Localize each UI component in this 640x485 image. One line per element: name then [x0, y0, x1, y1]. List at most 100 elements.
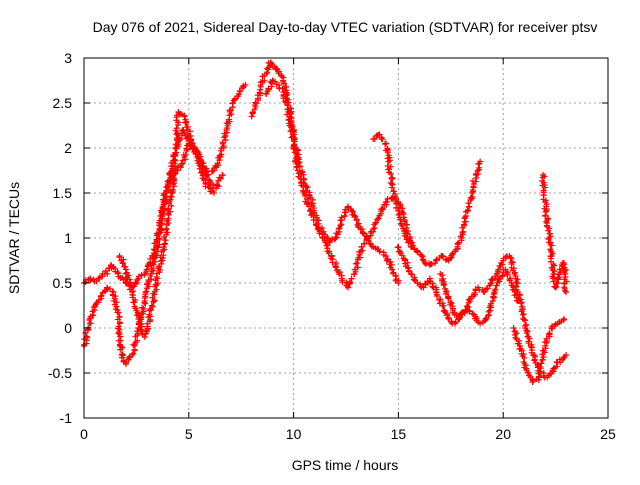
- data-point: [483, 316, 490, 322]
- track-marker: [359, 247, 366, 254]
- y-tick-label: -0.5: [48, 365, 72, 381]
- track-marker: [294, 160, 301, 167]
- track-marker: [183, 126, 190, 133]
- track-marker: [546, 330, 553, 337]
- track-marker: [490, 291, 497, 298]
- track-marker: [359, 226, 366, 233]
- track-marker: [117, 337, 124, 344]
- track-marker: [444, 314, 451, 321]
- track-marker: [434, 293, 441, 300]
- track-marker: [167, 193, 174, 200]
- track-marker: [395, 211, 402, 218]
- track-marker: [404, 259, 411, 266]
- track-marker: [386, 157, 393, 164]
- track-marker: [149, 303, 156, 310]
- track-marker: [268, 61, 275, 68]
- track-marker: [540, 354, 547, 361]
- track-marker: [337, 222, 344, 229]
- track-marker: [138, 272, 145, 279]
- track-marker: [304, 184, 311, 191]
- data-point: [510, 325, 517, 331]
- x-axis-label: GPS time / hours: [292, 457, 399, 473]
- track-marker: [123, 274, 130, 281]
- track-marker: [265, 85, 272, 92]
- data-point: [351, 212, 358, 219]
- track-marker: [178, 160, 185, 167]
- track-marker: [313, 222, 320, 229]
- track-marker: [553, 283, 560, 290]
- track-marker: [460, 228, 467, 235]
- track-marker: [290, 146, 297, 153]
- track-marker: [126, 276, 133, 283]
- track-marker: [130, 350, 137, 357]
- track-marker: [310, 216, 317, 223]
- data-point: [552, 284, 559, 291]
- track-marker: [104, 270, 111, 277]
- track-marker: [189, 140, 196, 147]
- y-tick-label: 0: [64, 320, 72, 336]
- data-point: [477, 320, 484, 327]
- track-marker: [463, 303, 470, 310]
- track-marker: [156, 235, 163, 242]
- data-point: [114, 269, 121, 276]
- track-marker: [228, 107, 235, 114]
- track-marker: [526, 335, 533, 342]
- track-marker: [164, 229, 171, 236]
- data-point: [160, 244, 167, 250]
- y-tick-label: -1: [60, 410, 73, 426]
- y-tick-label: 1.5: [53, 185, 73, 201]
- track-marker: [472, 178, 479, 185]
- track-marker: [398, 222, 405, 229]
- track-marker: [548, 242, 555, 249]
- track-marker: [133, 279, 140, 286]
- track-marker: [118, 354, 125, 361]
- track-marker: [290, 137, 297, 144]
- track-marker: [164, 206, 171, 213]
- track-marker: [192, 146, 199, 153]
- track-marker: [115, 309, 122, 316]
- track-marker: [329, 259, 336, 266]
- track-marker: [293, 164, 300, 171]
- x-tick-label: 20: [495, 426, 511, 442]
- data-point: [143, 266, 150, 273]
- track-marker: [148, 276, 155, 283]
- track-marker: [202, 183, 209, 190]
- track-marker: [134, 337, 141, 344]
- track-marker: [440, 282, 447, 289]
- track-marker: [529, 377, 536, 384]
- track-marker: [122, 263, 129, 270]
- track-marker: [344, 204, 351, 211]
- track-marker: [440, 302, 447, 309]
- data-markers: [81, 59, 570, 385]
- track-marker: [90, 311, 97, 318]
- track-marker: [543, 218, 550, 225]
- track-marker: [512, 334, 519, 341]
- track-marker: [385, 158, 392, 165]
- track-marker: [117, 346, 124, 353]
- track-marker: [249, 109, 256, 116]
- track-marker: [333, 230, 340, 237]
- track-marker: [352, 260, 359, 267]
- track-marker: [495, 266, 502, 273]
- series-10-markers: [539, 172, 570, 295]
- track-marker: [465, 200, 472, 207]
- track-marker: [376, 248, 383, 255]
- track-marker: [484, 285, 491, 292]
- track-marker: [464, 303, 471, 310]
- track-marker: [561, 268, 568, 275]
- y-tick-label: 0.5: [53, 275, 73, 291]
- track-marker: [543, 207, 550, 214]
- track-marker: [171, 160, 178, 167]
- track-marker: [158, 227, 165, 234]
- track-marker: [522, 317, 529, 324]
- track-marker: [504, 271, 511, 278]
- track-marker: [119, 260, 126, 267]
- track-marker: [523, 330, 530, 337]
- track-marker: [173, 131, 180, 138]
- track-marker: [87, 277, 94, 284]
- data-point: [248, 113, 255, 120]
- track-marker: [371, 136, 378, 143]
- track-marker: [281, 80, 288, 87]
- track-marker: [468, 189, 475, 196]
